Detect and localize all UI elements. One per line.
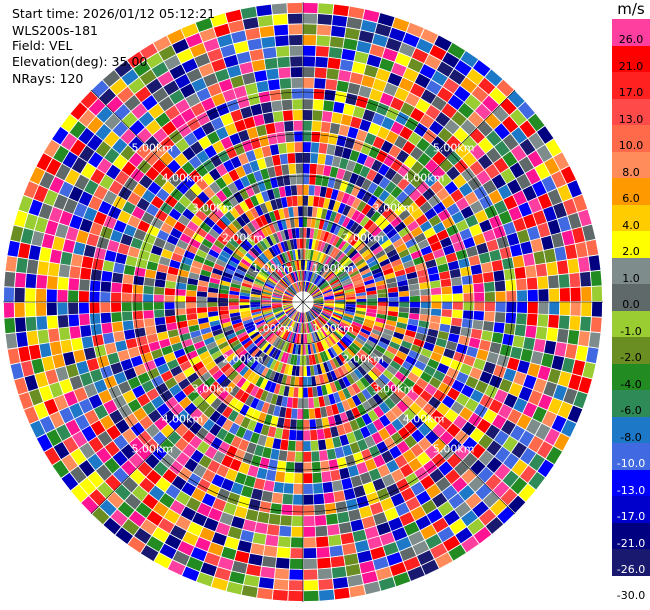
- range-ring-labels: 1.00km 1.00km 1.00km 1.00km 2.00km 2.00km 2.00…: [132, 141, 475, 455]
- velocity-gate-group: [7, 2, 602, 600]
- colorbar-swatch: [612, 337, 650, 364]
- range-ring-label: 1.00km: [312, 262, 354, 275]
- colorbar-swatch: [612, 72, 650, 99]
- range-ring-label: 1.00km: [252, 322, 294, 335]
- azimuth-lines: [3, 2, 603, 602]
- colorbar-tick-label: -17.0: [616, 510, 646, 523]
- velocity-gate-group: [14, 13, 592, 581]
- colorbar-tick-label: 2.0: [622, 245, 640, 258]
- azimuth-line: [90, 89, 516, 515]
- colorbar-swatch: [612, 284, 650, 311]
- velocity-gate-group: [10, 24, 561, 598]
- range-ring-label: 3.00km: [192, 202, 234, 215]
- colorbar-swatch: [612, 231, 650, 258]
- colorbar-swatch: [612, 496, 650, 523]
- velocity-gate-group: [4, 17, 602, 602]
- colorbar-swatch: [612, 416, 650, 444]
- colorbar-tick-label: -2.0: [620, 351, 642, 364]
- colorbar-tick-label: 26.0: [618, 33, 644, 46]
- colorbar-tick-label: 13.0: [618, 112, 644, 126]
- range-ring-label: 2.00km: [343, 232, 385, 245]
- range-ring-label: 2.00km: [222, 352, 264, 365]
- colorbar-tick-label: 6.0: [622, 192, 640, 205]
- colorbar-swatch: [612, 549, 650, 576]
- colorbar-tick-label: 0.0: [622, 298, 640, 311]
- colorbar-tick-label: -13.0: [616, 483, 646, 497]
- colorbar-tick-label: -6.0: [620, 404, 642, 417]
- ppi-radar-display: 1.00km 1.00km 1.00km 1.00km 2.00km 2.00km 2.00…: [3, 2, 603, 602]
- velocity-gate-group: [18, 4, 592, 600]
- range-ring-label: 4.00km: [403, 413, 445, 426]
- range-ring-label: 4.00km: [162, 171, 204, 184]
- range-ring-label: 5.00km: [433, 141, 475, 154]
- colorbar-swatch: [612, 204, 650, 232]
- colorbar-tick-label: -10.0: [616, 457, 646, 470]
- colorbar-tick-label: 21.0: [618, 59, 644, 73]
- colorbar-swatch: [612, 125, 650, 152]
- range-ring-label: 3.00km: [373, 202, 415, 215]
- range-ring-label: 3.00km: [192, 382, 234, 395]
- range-ring-label: 1.00km: [252, 262, 294, 275]
- velocity-gates: [3, 2, 603, 602]
- velocity-gate-group: [33, 46, 585, 602]
- colorbar-swatch: [612, 469, 650, 497]
- range-ring-label: 5.00km: [132, 443, 174, 456]
- colorbar-tick-label: 17.0: [618, 86, 644, 99]
- colorbar-tick-label: -1.0: [620, 324, 642, 338]
- colorbar-tick-label: -4.0: [620, 377, 642, 391]
- range-ring-label: 1.00km: [312, 322, 354, 335]
- nrays-label: NRays: 120: [12, 71, 84, 86]
- colorbar-swatch: [612, 45, 650, 73]
- instrument-label: WLS200s-181: [12, 23, 98, 38]
- colorbar-tick-label: 10.0: [618, 139, 644, 152]
- range-ring-label: 4.00km: [403, 171, 445, 184]
- colorbar-tick-label: 1.0: [622, 271, 640, 285]
- colorbar-tick-label: 4.0: [622, 218, 640, 232]
- range-ring-label: 2.00km: [343, 352, 385, 365]
- colorbar-swatch: [612, 522, 650, 550]
- colorbar-swatch: [612, 151, 650, 179]
- colorbar-swatch: [612, 363, 650, 391]
- colorbar-swatch: [612, 98, 650, 126]
- range-ring-label: 2.00km: [222, 232, 264, 245]
- colorbar-swatch: [612, 310, 650, 338]
- colorbar-swatch: [612, 443, 650, 470]
- range-ring-label: 3.00km: [373, 382, 415, 395]
- range-ring-label: 4.00km: [162, 413, 204, 426]
- colorbar-tick-label: -21.0: [616, 536, 646, 550]
- start-time-label: Start time: 2026/01/12 05:12:21: [12, 6, 216, 21]
- field-label: Field: VEL: [12, 38, 73, 53]
- colorbar-tick-label: 8.0: [622, 165, 640, 179]
- range-ring-label: 5.00km: [132, 141, 174, 154]
- colorbar-swatch: [612, 257, 650, 285]
- colorbar-swatch: [612, 19, 650, 46]
- colorbar-tick-label: -26.0: [616, 563, 646, 576]
- colorbar-swatch: [612, 390, 650, 417]
- colorbar-unit: m/s: [617, 0, 645, 18]
- velocity-gate-group: [16, 6, 591, 591]
- colorbar-tick-label: -8.0: [620, 430, 642, 444]
- range-ring-label: 5.00km: [433, 443, 475, 456]
- colorbar-swatch: [612, 178, 650, 205]
- elevation-label: Elevation(deg): 35.00: [12, 54, 148, 69]
- colorbar-tick-label: -30.0: [616, 589, 646, 602]
